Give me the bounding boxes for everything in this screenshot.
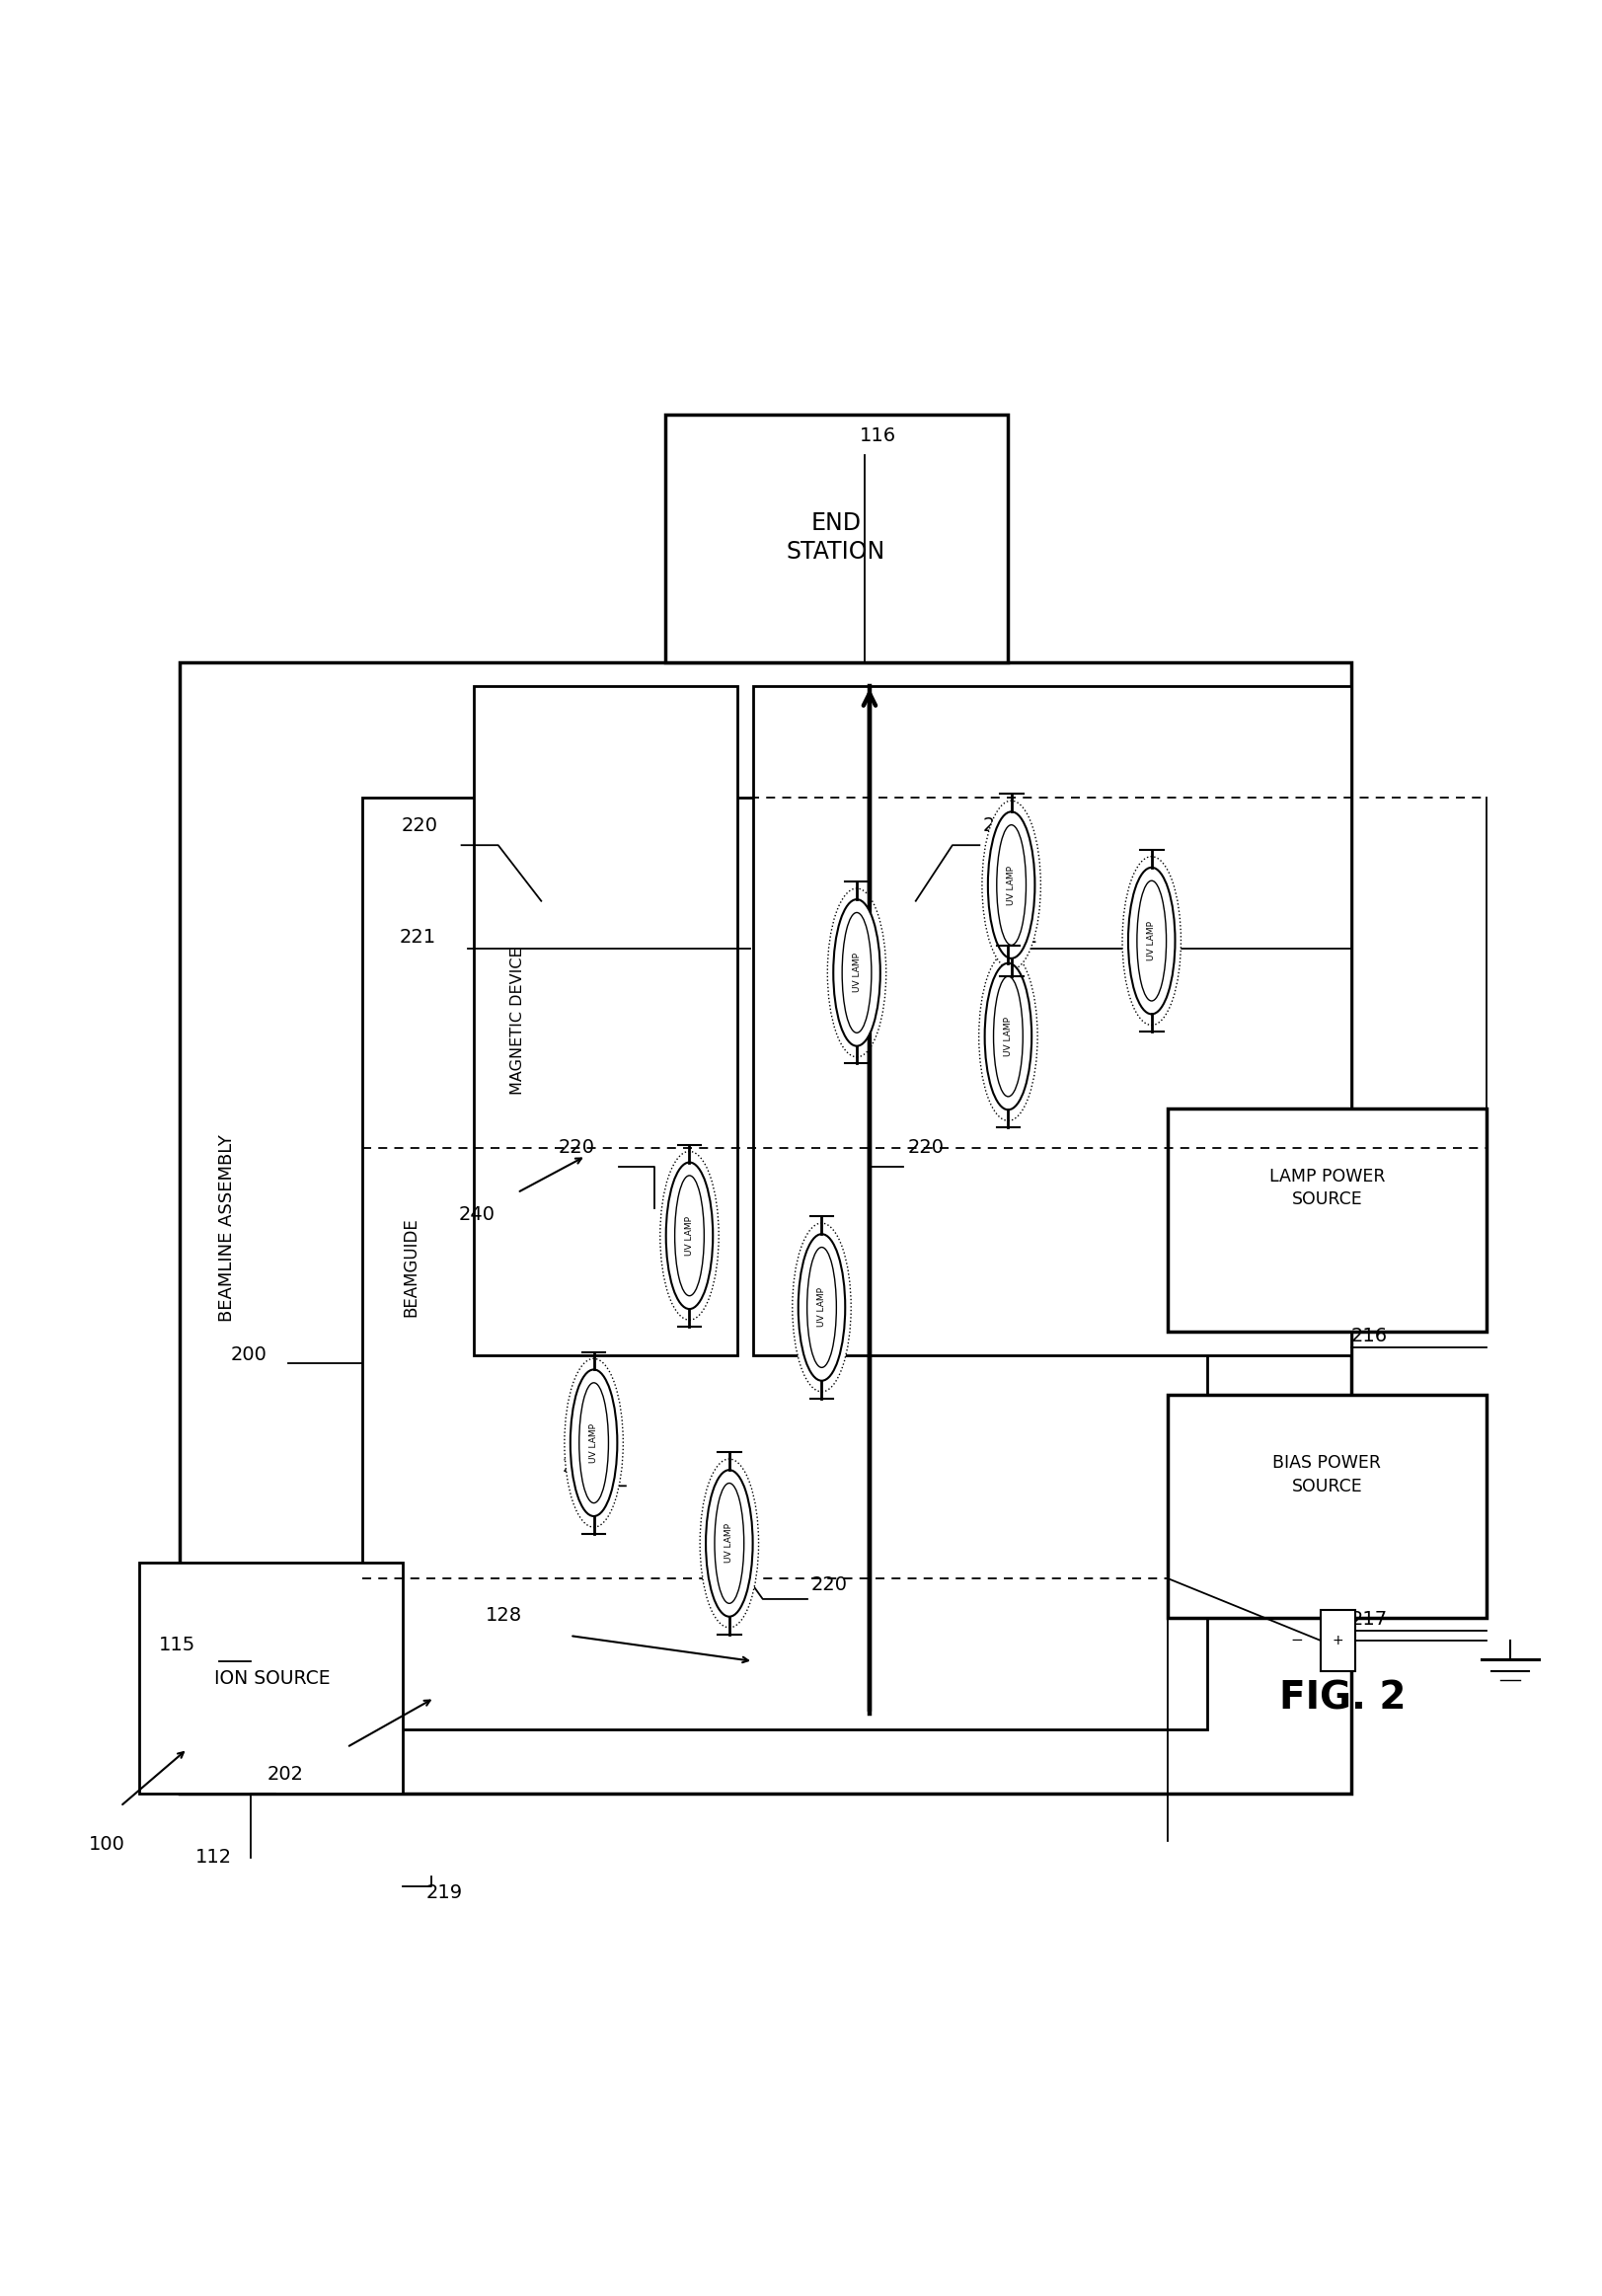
Text: BEAMGUIDE: BEAMGUIDE: [402, 1217, 420, 1318]
Bar: [753, 687, 1350, 1355]
Ellipse shape: [985, 962, 1032, 1109]
Text: UV LAMP: UV LAMP: [1004, 1017, 1012, 1056]
Text: LAMP POWER
SOURCE: LAMP POWER SOURCE: [1269, 1166, 1386, 1208]
Ellipse shape: [580, 1382, 609, 1504]
Bar: [1168, 1396, 1487, 1619]
Bar: [1168, 1109, 1487, 1332]
Text: END
STATION: END STATION: [787, 512, 886, 565]
Bar: [1320, 1609, 1355, 1671]
Ellipse shape: [793, 1224, 851, 1391]
Text: MAGNETIC DEVICE: MAGNETIC DEVICE: [509, 946, 525, 1095]
Text: 219: 219: [426, 1883, 463, 1901]
Text: FIG. 2: FIG. 2: [1278, 1678, 1407, 1717]
Text: UV LAMP: UV LAMP: [686, 1217, 694, 1256]
Text: +: +: [1333, 1632, 1344, 1649]
Ellipse shape: [833, 900, 879, 1047]
Ellipse shape: [1123, 856, 1181, 1024]
Ellipse shape: [660, 1150, 719, 1320]
Ellipse shape: [1137, 882, 1166, 1001]
Text: 200: 200: [231, 1345, 268, 1364]
Ellipse shape: [666, 1162, 713, 1309]
Text: UV LAMP: UV LAMP: [817, 1288, 827, 1327]
Ellipse shape: [996, 824, 1025, 946]
Text: UV LAMP: UV LAMP: [590, 1424, 598, 1463]
Text: 220: 220: [559, 1139, 596, 1157]
Ellipse shape: [714, 1483, 743, 1603]
Ellipse shape: [564, 1359, 623, 1527]
Bar: [665, 416, 1008, 661]
Text: 220: 220: [811, 1575, 847, 1593]
Text: 202: 202: [268, 1766, 304, 1784]
Bar: [474, 687, 737, 1355]
Ellipse shape: [993, 976, 1022, 1097]
Text: 116: 116: [860, 427, 897, 445]
Text: 220: 220: [982, 817, 1019, 836]
Text: 112: 112: [195, 1848, 232, 1867]
Text: 220: 220: [908, 1139, 944, 1157]
Ellipse shape: [674, 1176, 705, 1295]
Ellipse shape: [706, 1469, 753, 1616]
Ellipse shape: [843, 912, 871, 1033]
Bar: [139, 1561, 402, 1793]
Bar: [362, 797, 1208, 1729]
Text: 115: 115: [159, 1637, 195, 1655]
Ellipse shape: [988, 813, 1035, 957]
Text: 100: 100: [88, 1835, 125, 1853]
Ellipse shape: [700, 1458, 759, 1628]
Ellipse shape: [828, 889, 886, 1056]
Ellipse shape: [982, 801, 1041, 969]
Text: UV LAMP: UV LAMP: [1008, 866, 1016, 905]
Text: 217: 217: [1350, 1609, 1387, 1630]
Bar: [179, 661, 1350, 1793]
Text: UV LAMP: UV LAMP: [1147, 921, 1157, 960]
Text: ION SOURCE: ION SOURCE: [213, 1669, 330, 1688]
Ellipse shape: [570, 1368, 617, 1515]
Ellipse shape: [979, 953, 1038, 1120]
Text: 220: 220: [562, 1458, 599, 1476]
Text: BIAS POWER
SOURCE: BIAS POWER SOURCE: [1272, 1453, 1381, 1495]
Text: 216: 216: [1350, 1327, 1387, 1345]
Text: 221: 221: [1001, 928, 1038, 946]
Text: 128: 128: [485, 1605, 522, 1623]
Ellipse shape: [798, 1233, 846, 1380]
Text: −: −: [1290, 1632, 1302, 1649]
Text: 221: 221: [399, 928, 436, 946]
Ellipse shape: [1128, 868, 1176, 1015]
Text: 220: 220: [400, 817, 437, 836]
Text: BEAMLINE ASSEMBLY: BEAMLINE ASSEMBLY: [218, 1134, 235, 1322]
Text: UV LAMP: UV LAMP: [724, 1525, 734, 1564]
Text: UV LAMP: UV LAMP: [852, 953, 862, 992]
Text: 240: 240: [458, 1205, 495, 1224]
Ellipse shape: [807, 1247, 836, 1368]
